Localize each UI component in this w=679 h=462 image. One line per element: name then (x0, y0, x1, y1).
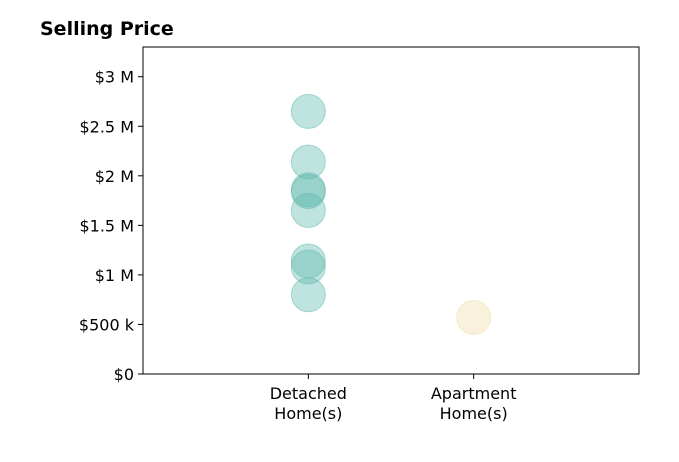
y-tick-label: $3 M (95, 68, 134, 87)
scatter-points (290, 93, 492, 336)
data-point (290, 174, 326, 210)
chart-title: Selling Price (40, 18, 174, 40)
data-point (290, 277, 326, 313)
data-point (290, 193, 326, 228)
y-tick-label: $2.5 M (79, 117, 134, 136)
x-tick-label: Apartment (431, 384, 517, 403)
y-tick-label: $2 M (95, 167, 134, 186)
y-tick-label: $1.5 M (79, 216, 134, 235)
plot-area-frame (142, 46, 640, 375)
y-tick-label: $500 k (79, 315, 135, 334)
data-point (290, 249, 326, 285)
y-tick-label: $1 M (95, 266, 134, 285)
y-axis: $0 $500 k $1 M $1.5 M $2 M $2.5 M $3 M (79, 68, 143, 384)
data-point (290, 93, 326, 129)
x-tick-label: Detached (270, 384, 347, 403)
x-tick-label: Home(s) (274, 404, 342, 423)
data-point (456, 300, 492, 336)
y-tick-label: $0 (114, 365, 134, 384)
data-point (290, 144, 326, 180)
x-tick-label: Home(s) (440, 404, 508, 423)
